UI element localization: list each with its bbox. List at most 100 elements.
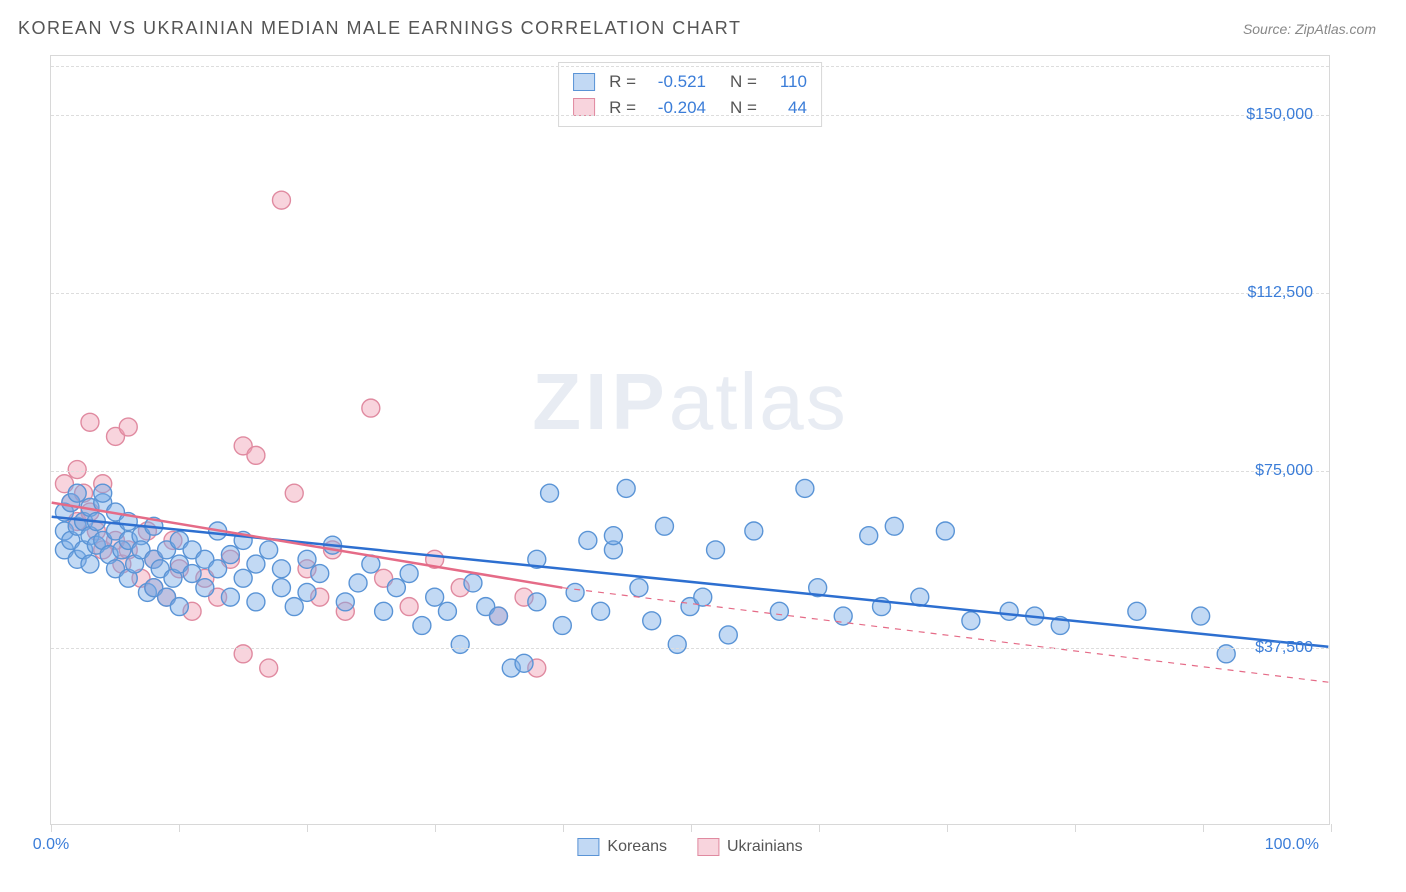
data-point — [566, 583, 584, 601]
data-point — [272, 191, 290, 209]
data-point — [694, 588, 712, 606]
swatch-koreans — [573, 73, 595, 91]
data-point — [604, 527, 622, 545]
x-tick-label: 100.0% — [1265, 836, 1319, 854]
swatch-ukrainians-icon — [697, 838, 719, 856]
x-tick — [1331, 824, 1332, 832]
data-point — [490, 607, 508, 625]
gridline — [51, 293, 1329, 294]
data-point — [413, 617, 431, 635]
data-point — [260, 659, 278, 677]
data-point — [719, 626, 737, 644]
data-point — [400, 565, 418, 583]
data-point — [196, 579, 214, 597]
data-point — [834, 607, 852, 625]
chart-title: KOREAN VS UKRAINIAN MEDIAN MALE EARNINGS… — [18, 18, 741, 39]
data-point — [630, 579, 648, 597]
data-point — [592, 602, 610, 620]
data-point — [247, 555, 265, 573]
legend-item-ukrainians: Ukrainians — [697, 838, 803, 856]
data-point — [375, 602, 393, 620]
data-point — [349, 574, 367, 592]
source-attribution: Source: ZipAtlas.com — [1243, 21, 1376, 37]
data-point — [285, 598, 303, 616]
data-point — [617, 479, 635, 497]
data-point — [221, 546, 239, 564]
data-point — [387, 579, 405, 597]
data-point — [247, 593, 265, 611]
x-tick — [435, 824, 436, 832]
data-point — [298, 550, 316, 568]
data-point — [234, 569, 252, 587]
data-point — [860, 527, 878, 545]
y-tick-label: $37,500 — [1255, 639, 1313, 657]
swatch-ukrainians — [573, 98, 595, 116]
data-point — [770, 602, 788, 620]
x-tick — [307, 824, 308, 832]
series-legend: Koreans Ukrainians — [577, 838, 802, 856]
gridline — [51, 648, 1329, 649]
data-point — [260, 541, 278, 559]
data-point — [247, 446, 265, 464]
gridline — [51, 115, 1329, 116]
data-point — [68, 484, 86, 502]
data-point — [451, 635, 469, 653]
data-point — [668, 635, 686, 653]
data-point — [655, 517, 673, 535]
stats-legend: R = -0.521 N = 110 R = -0.204 N = 44 — [558, 62, 822, 127]
data-point — [515, 654, 533, 672]
chart-header: KOREAN VS UKRAINIAN MEDIAN MALE EARNINGS… — [0, 0, 1406, 49]
y-tick-label: $150,000 — [1246, 106, 1313, 124]
data-point — [707, 541, 725, 559]
x-tick — [819, 824, 820, 832]
data-point — [796, 479, 814, 497]
data-point — [936, 522, 954, 540]
data-point — [745, 522, 763, 540]
data-point — [221, 588, 239, 606]
data-point — [400, 598, 418, 616]
data-point — [209, 560, 227, 578]
gridline — [51, 66, 1329, 67]
data-point — [68, 461, 86, 479]
data-point — [170, 598, 188, 616]
data-point — [272, 560, 290, 578]
data-point — [426, 588, 444, 606]
data-point — [1128, 602, 1146, 620]
x-tick — [51, 824, 52, 832]
x-tick — [179, 824, 180, 832]
data-point — [438, 602, 456, 620]
data-point — [643, 612, 661, 630]
chart-plot-area: ZIPatlas R = -0.521 N = 110 R = -0.204 N… — [50, 55, 1330, 825]
data-point — [528, 593, 546, 611]
data-point — [553, 617, 571, 635]
data-point — [285, 484, 303, 502]
x-tick — [563, 824, 564, 832]
data-point — [336, 593, 354, 611]
data-point — [81, 413, 99, 431]
data-point — [183, 565, 201, 583]
data-point — [81, 555, 99, 573]
y-tick-label: $75,000 — [1255, 462, 1313, 480]
data-point — [541, 484, 559, 502]
gridline — [51, 471, 1329, 472]
data-point — [94, 484, 112, 502]
data-point — [962, 612, 980, 630]
x-tick — [1075, 824, 1076, 832]
data-point — [579, 531, 597, 549]
data-point — [464, 574, 482, 592]
x-tick — [691, 824, 692, 832]
legend-item-koreans: Koreans — [577, 838, 667, 856]
data-point — [885, 517, 903, 535]
stats-row-koreans: R = -0.521 N = 110 — [573, 69, 807, 95]
data-point — [362, 399, 380, 417]
x-tick-label: 0.0% — [33, 836, 69, 854]
data-point — [1192, 607, 1210, 625]
x-tick — [947, 824, 948, 832]
data-point — [311, 565, 329, 583]
data-point — [272, 579, 290, 597]
x-tick — [1203, 824, 1204, 832]
y-tick-label: $112,500 — [1247, 284, 1313, 302]
swatch-koreans-icon — [577, 838, 599, 856]
data-point — [298, 583, 316, 601]
scatter-svg — [51, 56, 1329, 824]
